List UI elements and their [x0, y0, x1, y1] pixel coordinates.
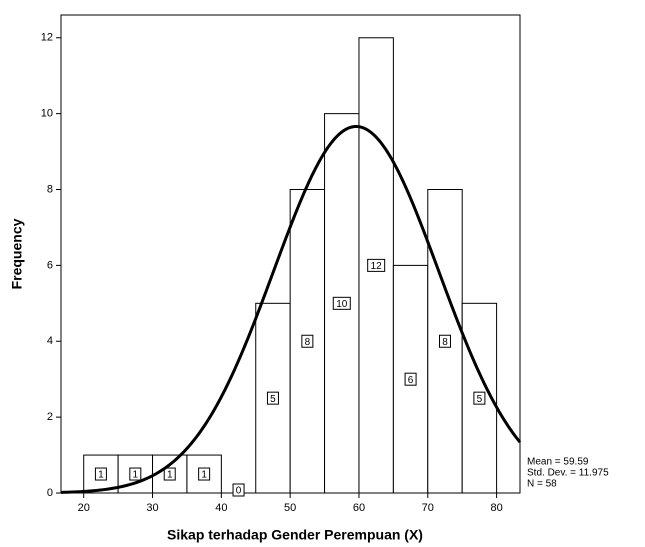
x-tick-label: 60 [353, 502, 365, 514]
value-label: 5 [477, 394, 483, 405]
normal-curve [60, 124, 522, 494]
value-label-box [332, 296, 351, 310]
stats-annotation: N = 58 [527, 479, 557, 490]
value-label-box [129, 467, 142, 481]
y-tick-label: 2 [47, 411, 53, 423]
value-label-box [438, 334, 451, 348]
x-axis-label: Sikap terhadap Gender Perempuan (X) [167, 527, 423, 543]
x-tick-label: 30 [146, 502, 158, 514]
value-label: 5 [270, 394, 276, 405]
value-label-box [266, 391, 279, 405]
stats-annotation: Std. Dev. = 11.975 [527, 468, 609, 479]
y-tick-label: 0 [47, 487, 53, 499]
x-tick-label: 80 [490, 502, 502, 514]
y-tick-label: 6 [47, 259, 53, 271]
y-axis-label: Frequency [9, 218, 25, 289]
value-label-box [94, 467, 107, 481]
value-label-box [301, 334, 314, 348]
value-label: 12 [371, 261, 383, 272]
value-label: 6 [408, 375, 414, 386]
value-label: 1 [201, 470, 207, 481]
value-label: 0 [236, 486, 242, 497]
value-label: 1 [167, 470, 173, 481]
value-label-box [198, 467, 211, 481]
x-tick-label: 20 [78, 502, 90, 514]
value-label-box [163, 467, 176, 481]
value-label: 8 [305, 337, 311, 348]
x-tick-label: 50 [284, 502, 296, 514]
y-tick-label: 10 [41, 108, 53, 120]
value-label: 1 [133, 470, 139, 481]
value-label-box [232, 483, 245, 497]
value-label-box [367, 258, 386, 272]
value-label: 8 [442, 337, 448, 348]
value-label-box [404, 372, 417, 386]
value-label: 10 [336, 299, 348, 310]
x-tick-label: 40 [215, 502, 227, 514]
value-label-box [473, 391, 486, 405]
bar [289, 189, 326, 494]
y-tick-label: 4 [47, 335, 53, 347]
y-tick-label: 8 [47, 183, 53, 195]
stats-annotation: Mean = 59.59 [527, 457, 589, 468]
y-tick-label: 12 [41, 32, 53, 44]
value-label: 1 [98, 470, 104, 481]
x-tick-label: 70 [422, 502, 434, 514]
bar [255, 302, 291, 494]
